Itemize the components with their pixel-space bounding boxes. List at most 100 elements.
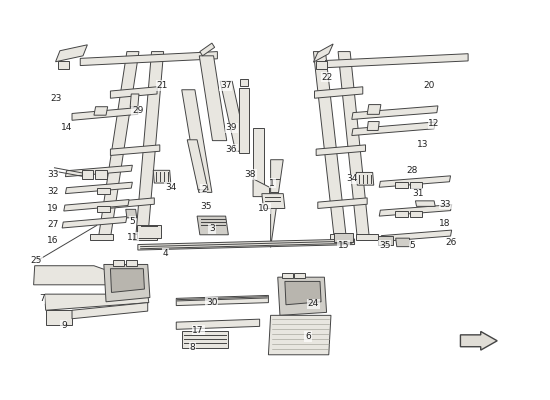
Polygon shape xyxy=(153,170,170,183)
Polygon shape xyxy=(410,211,422,217)
Text: 23: 23 xyxy=(50,94,61,103)
Polygon shape xyxy=(111,87,157,98)
Text: 15: 15 xyxy=(338,241,349,250)
Text: 32: 32 xyxy=(47,187,58,196)
Polygon shape xyxy=(134,234,157,240)
Polygon shape xyxy=(82,170,93,179)
Text: 33: 33 xyxy=(439,200,451,209)
Polygon shape xyxy=(415,201,435,206)
Polygon shape xyxy=(80,52,217,66)
Polygon shape xyxy=(97,188,111,194)
Polygon shape xyxy=(56,45,87,62)
Text: 35: 35 xyxy=(201,202,212,211)
Polygon shape xyxy=(282,273,293,278)
Polygon shape xyxy=(126,209,137,218)
Text: 11: 11 xyxy=(126,233,138,242)
Polygon shape xyxy=(378,236,393,244)
Polygon shape xyxy=(108,198,155,208)
Text: 8: 8 xyxy=(190,343,196,352)
Text: 19: 19 xyxy=(47,204,58,213)
Polygon shape xyxy=(356,172,374,185)
Text: 28: 28 xyxy=(406,166,418,175)
Polygon shape xyxy=(72,108,138,120)
Polygon shape xyxy=(46,310,72,325)
Polygon shape xyxy=(176,319,260,329)
Polygon shape xyxy=(104,264,150,302)
Polygon shape xyxy=(45,294,149,310)
Text: 2: 2 xyxy=(201,185,206,194)
Text: 31: 31 xyxy=(412,189,424,198)
Text: 26: 26 xyxy=(445,238,456,247)
Polygon shape xyxy=(316,61,327,69)
Polygon shape xyxy=(356,234,378,240)
Text: 18: 18 xyxy=(439,219,451,228)
Polygon shape xyxy=(395,238,410,247)
Polygon shape xyxy=(98,52,139,238)
Text: 25: 25 xyxy=(31,256,42,265)
Polygon shape xyxy=(394,211,408,217)
Text: 38: 38 xyxy=(245,170,256,179)
Text: 5: 5 xyxy=(409,241,415,250)
Text: 6: 6 xyxy=(305,332,311,341)
Polygon shape xyxy=(72,303,148,319)
Text: 29: 29 xyxy=(132,106,144,116)
Polygon shape xyxy=(176,296,268,306)
Polygon shape xyxy=(410,182,422,188)
Polygon shape xyxy=(187,140,208,190)
Polygon shape xyxy=(113,260,124,266)
Text: 37: 37 xyxy=(220,81,232,90)
Polygon shape xyxy=(64,200,129,211)
Polygon shape xyxy=(367,122,380,130)
Text: 1: 1 xyxy=(270,178,275,188)
Text: 10: 10 xyxy=(258,204,270,213)
Text: 7: 7 xyxy=(39,294,45,303)
Polygon shape xyxy=(285,282,321,305)
Text: 4: 4 xyxy=(162,248,168,258)
Text: 12: 12 xyxy=(428,119,440,128)
Text: 39: 39 xyxy=(226,124,237,132)
Text: 22: 22 xyxy=(322,72,333,82)
Polygon shape xyxy=(460,332,497,350)
Polygon shape xyxy=(130,94,139,107)
Text: 24: 24 xyxy=(308,299,319,308)
Polygon shape xyxy=(126,260,137,266)
Polygon shape xyxy=(182,332,228,348)
Polygon shape xyxy=(253,128,264,187)
Polygon shape xyxy=(199,56,227,141)
Polygon shape xyxy=(97,206,111,212)
Polygon shape xyxy=(394,182,408,188)
Text: 17: 17 xyxy=(192,326,204,335)
Text: 20: 20 xyxy=(423,81,434,90)
Polygon shape xyxy=(240,79,248,86)
Text: 36: 36 xyxy=(226,145,237,154)
Polygon shape xyxy=(379,205,452,216)
Polygon shape xyxy=(137,224,161,238)
Text: 13: 13 xyxy=(417,140,429,149)
Polygon shape xyxy=(65,182,133,194)
Polygon shape xyxy=(352,106,438,120)
Text: 3: 3 xyxy=(209,224,215,233)
Text: 21: 21 xyxy=(157,81,168,90)
Polygon shape xyxy=(314,52,346,238)
Polygon shape xyxy=(65,165,133,177)
Polygon shape xyxy=(111,145,160,156)
Polygon shape xyxy=(326,54,468,68)
Polygon shape xyxy=(268,315,331,355)
Polygon shape xyxy=(58,61,69,69)
Polygon shape xyxy=(220,81,248,151)
Polygon shape xyxy=(294,273,305,278)
Text: 34: 34 xyxy=(165,183,177,192)
Polygon shape xyxy=(62,216,127,228)
Polygon shape xyxy=(94,107,108,115)
Polygon shape xyxy=(314,44,333,62)
Polygon shape xyxy=(315,87,363,98)
Polygon shape xyxy=(352,122,435,136)
Polygon shape xyxy=(200,43,215,56)
Polygon shape xyxy=(278,277,327,315)
Polygon shape xyxy=(334,233,354,242)
Polygon shape xyxy=(262,194,285,208)
Polygon shape xyxy=(239,88,249,153)
Polygon shape xyxy=(34,266,148,285)
Polygon shape xyxy=(271,160,283,248)
Polygon shape xyxy=(253,179,270,197)
